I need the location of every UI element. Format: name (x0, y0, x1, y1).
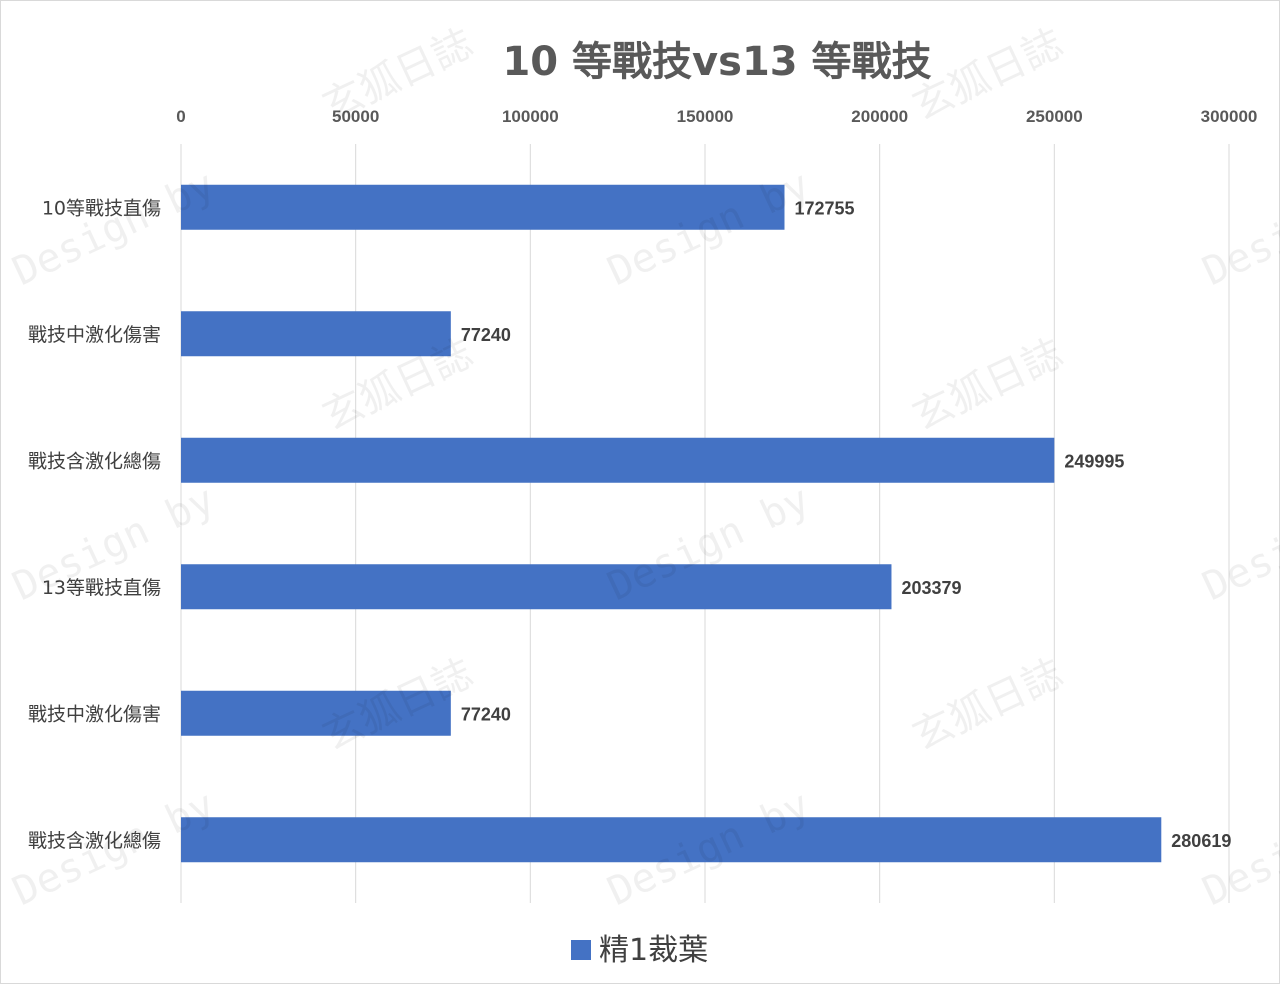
category-label: 戰技中激化傷害 (28, 703, 161, 725)
watermark-text-cjk: 玄狐日誌 (906, 331, 1070, 440)
x-axis-ticks: 0 50000 100000 150000 200000 250000 300000 (176, 107, 1257, 126)
watermark-text: Design by (1196, 162, 1280, 295)
x-tick-label: 250000 (1026, 107, 1083, 126)
data-labels: 172755 77240 249995 203379 77240 280619 (461, 198, 1232, 851)
x-tick-label: 150000 (677, 107, 734, 126)
watermark-text: Design by (1196, 477, 1280, 610)
data-label: 249995 (1064, 451, 1124, 471)
data-label: 172755 (794, 198, 854, 218)
x-tick-label: 50000 (332, 107, 379, 126)
watermark-text-cjk: 玄狐日誌 (316, 21, 480, 130)
category-label: 10等戰技直傷 (42, 197, 161, 219)
data-label: 280619 (1171, 831, 1231, 851)
bar-0 (181, 184, 785, 230)
bar-4 (181, 690, 451, 736)
category-label: 13等戰技直傷 (42, 577, 161, 599)
bar-3 (181, 564, 892, 610)
gridlines (180, 144, 1230, 903)
y-axis-categories: 10等戰技直傷戰技中激化傷害戰技含激化總傷13等戰技直傷戰技中激化傷害戰技含激化… (28, 197, 161, 852)
legend-label: 精1裁葉 (599, 933, 708, 968)
category-label: 戰技含激化總傷 (28, 450, 161, 472)
x-tick-label: 300000 (1201, 107, 1258, 126)
x-tick-label: 200000 (851, 107, 908, 126)
bar-2 (181, 437, 1055, 483)
data-label: 77240 (461, 704, 511, 724)
bar-5 (181, 817, 1162, 863)
bar-1 (181, 311, 451, 357)
category-label: 戰技含激化總傷 (28, 830, 161, 852)
x-tick-label: 100000 (502, 107, 559, 126)
data-label: 203379 (901, 578, 961, 598)
x-tick-label: 0 (176, 107, 185, 126)
bars (181, 184, 1162, 863)
data-label: 77240 (461, 325, 511, 345)
legend: 精1裁葉 (571, 933, 708, 968)
category-label: 戰技中激化傷害 (28, 324, 161, 346)
legend-swatch (571, 940, 591, 960)
chart-title: 10 等戰技vs13 等戰技 (502, 39, 931, 85)
watermark-text-cjk: 玄狐日誌 (906, 651, 1070, 760)
